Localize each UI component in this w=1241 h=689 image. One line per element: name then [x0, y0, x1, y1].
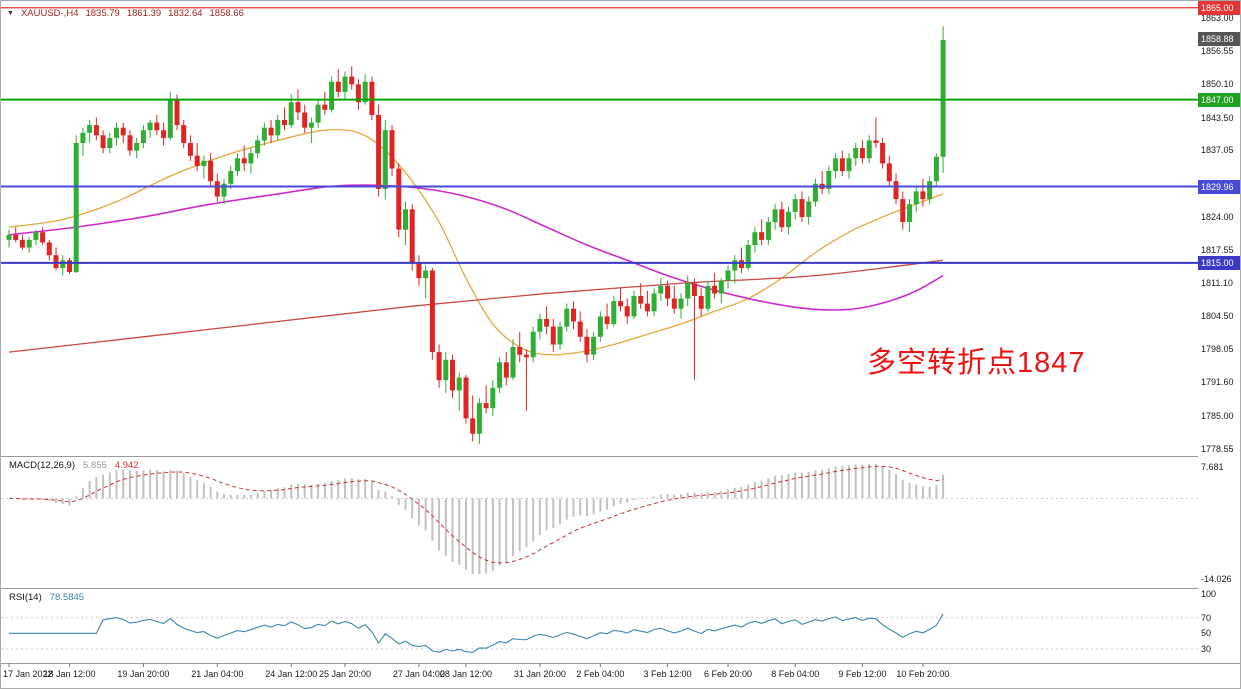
- price-axis-label: 1791.60: [1201, 377, 1234, 388]
- symbol-ohlc-header: ▼ XAUUSD-,H4 1835.79 1861.39 1832.64 185…: [7, 8, 244, 19]
- macd-indicator-header: MACD(12,26,9) 5.855 4.942: [9, 460, 139, 471]
- rsi-line: [9, 613, 944, 653]
- rsi-label: RSI(14): [9, 592, 42, 603]
- symbol-timeframe-label: XAUUSD-,H4: [20, 8, 79, 19]
- rsi-indicator-header: RSI(14) 78.5845: [9, 592, 84, 603]
- macd-signal-line: [8, 465, 944, 564]
- rsi-value: 78.5845: [49, 592, 85, 603]
- price-badge-support1: 1829.96: [1198, 179, 1240, 194]
- ohlc-close: 1858.66: [209, 8, 244, 19]
- time-axis-label: 27 Jan 04:00: [392, 669, 445, 679]
- ohlc-high: 1861.39: [126, 8, 162, 19]
- time-axis-label: 19 Jan 20:00: [117, 669, 170, 679]
- macd-histogram: [14, 464, 945, 574]
- price-axis-label: 1843.50: [1201, 112, 1234, 123]
- time-axis-label: 9 Feb 12:00: [838, 669, 887, 679]
- macd-label: MACD(12,26,9): [9, 460, 75, 471]
- ohlc-low: 1832.64: [168, 8, 203, 19]
- price-axis-label: 1811.10: [1201, 277, 1233, 288]
- time-axis-label: 8 Feb 04:00: [771, 669, 820, 679]
- ma-fast-orange-line: [8, 128, 944, 356]
- time-axis-label: 25 Jan 20:00: [318, 669, 372, 679]
- macd-main-value: 5.855: [83, 460, 107, 471]
- price-axis-label: 1778.55: [1201, 443, 1234, 454]
- price-badge-support2: 1815.00: [1198, 255, 1240, 270]
- time-axis-label: 21 Jan 04:00: [191, 669, 244, 679]
- horizontal-lines-layer: [1, 7, 1198, 264]
- ohlc-open: 1835.79: [85, 8, 120, 19]
- macd-axis-label: 7.681: [1201, 462, 1224, 472]
- time-axis-label: 18 Jan 12:00: [43, 669, 96, 679]
- time-axis-label: 2 Feb 04:00: [576, 669, 625, 679]
- moving-averages-layer: [8, 128, 944, 356]
- price-axis-label: 1837.05: [1201, 145, 1234, 156]
- price-badge-resistance: 1865.00: [1198, 1, 1240, 15]
- price-axis-label: 1804.50: [1201, 311, 1234, 322]
- price-axis-label: 1850.10: [1201, 78, 1234, 89]
- chart-shift-marker-icon: ▼: [7, 10, 14, 17]
- price-axis-label: 1824.00: [1201, 211, 1234, 222]
- price-axis-label: 1817.55: [1201, 244, 1234, 255]
- price-badge-current: 1858.88: [1198, 32, 1240, 46]
- time-axis-label: 17 Jan 2022: [3, 669, 53, 679]
- time-axis-label: 6 Feb 20:00: [704, 669, 753, 679]
- macd-signal-value: 4.942: [114, 460, 139, 471]
- time-axis-label: 24 Jan 12:00: [265, 669, 318, 679]
- annotation-text: 多空转折点1847: [867, 347, 1086, 379]
- rsi-axis-label: 70: [1201, 612, 1212, 623]
- rsi-axis-label: 50: [1201, 628, 1212, 639]
- time-axis-label: 3 Feb 12:00: [643, 669, 692, 679]
- rsi-axis-label: 100: [1201, 589, 1217, 599]
- price-badge-pivot: 1847.00: [1198, 92, 1240, 107]
- time-axis-label: 10 Feb 20:00: [896, 669, 950, 679]
- time-axis-label: 31 Jan 20:00: [513, 669, 566, 679]
- time-axis[interactable]: 17 Jan 2022 18 Jan 12:00 19 Jan 20:00 21 Ja…: [1, 664, 1198, 688]
- macd-axis-label: -14.026: [1201, 574, 1232, 584]
- candlesticks-layer: [6, 26, 946, 444]
- ma-mid-magenta-line: [8, 184, 944, 311]
- price-axis-label: 1785.00: [1201, 410, 1234, 421]
- price-axis-label: 1856.55: [1201, 45, 1234, 56]
- ma-slow-red-line: [8, 259, 944, 353]
- price-axis[interactable]: 1863.00 1856.55 1850.10 1843.50 1837.05 1824.…: [1198, 1, 1240, 663]
- rsi-axis-label: 30: [1201, 644, 1212, 654]
- price-axis-label: 1798.05: [1201, 344, 1234, 355]
- time-axis-label: 28 Jan 12:00: [439, 669, 492, 679]
- price-axis-label: 1863.00: [1201, 13, 1234, 23]
